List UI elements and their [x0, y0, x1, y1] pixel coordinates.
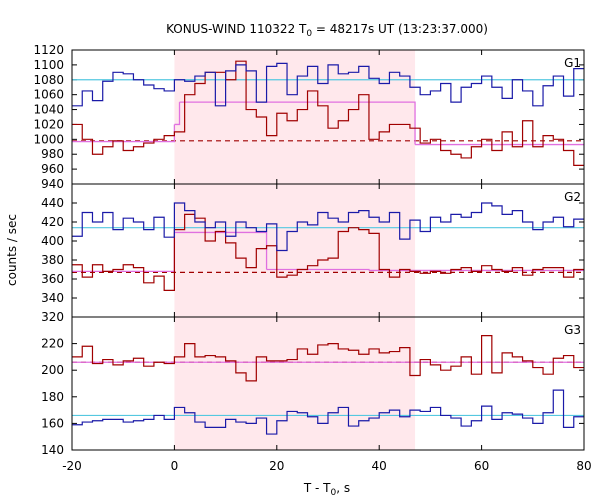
y-tick-label: 420 [41, 215, 64, 229]
x-tick-label: 40 [372, 459, 387, 473]
chart-title: KONUS-WIND 110322 T0 = 48217s UT (13:23:… [166, 22, 488, 39]
y-tick-label: 340 [41, 291, 64, 305]
y-tick-label: 940 [41, 177, 64, 191]
y-tick-label: 320 [41, 310, 64, 324]
x-tick-label: 20 [269, 459, 284, 473]
y-tick-label: 180 [41, 390, 64, 404]
y-tick-label: 1000 [33, 132, 64, 146]
y-tick-label: 1040 [33, 103, 64, 117]
panel-frame [71, 316, 585, 451]
red-count-rate-series [72, 335, 584, 382]
y-tick-label: 1060 [33, 88, 64, 102]
panel-label: G1 [564, 56, 581, 70]
magenta-mean-step [72, 124, 176, 143]
red-count-rate-series [72, 60, 584, 166]
x-tick-label: 80 [576, 459, 591, 473]
panel-label: G3 [564, 323, 581, 337]
y-axis-label: counts / sec [5, 214, 19, 286]
blue-count-rate-series [72, 202, 584, 252]
y-tick-label: 380 [41, 253, 64, 267]
x-tick-label: 60 [474, 459, 489, 473]
x-tick-label: -20 [62, 459, 82, 473]
y-tick-label: 1020 [33, 117, 64, 131]
y-tick-label: 160 [41, 416, 64, 430]
y-tick-label: 220 [41, 337, 64, 351]
y-tick-label: 960 [41, 162, 64, 176]
y-tick-label: 440 [41, 196, 64, 210]
y-tick-label: 140 [41, 443, 64, 457]
shaded-interval [174, 50, 416, 450]
x-axis-label: T - T0, s [303, 481, 350, 498]
blue-count-rate-series [72, 62, 584, 107]
blue-count-rate-series [72, 389, 584, 435]
y-tick-label: 1080 [33, 73, 64, 87]
magenta-mean-step [174, 102, 181, 126]
panel-label: G2 [564, 190, 581, 204]
y-tick-label: 360 [41, 272, 64, 286]
x-tick-label: 0 [171, 459, 179, 473]
y-tick-label: 200 [41, 363, 64, 377]
panel-g3: 140 160 180 200 220 G3 [41, 316, 585, 457]
y-tick-label: 980 [41, 147, 64, 161]
red-count-rate-series [72, 213, 584, 291]
y-tick-label: 1120 [33, 43, 64, 57]
y-tick-label: 1100 [33, 58, 64, 72]
y-tick-label: 400 [41, 234, 64, 248]
